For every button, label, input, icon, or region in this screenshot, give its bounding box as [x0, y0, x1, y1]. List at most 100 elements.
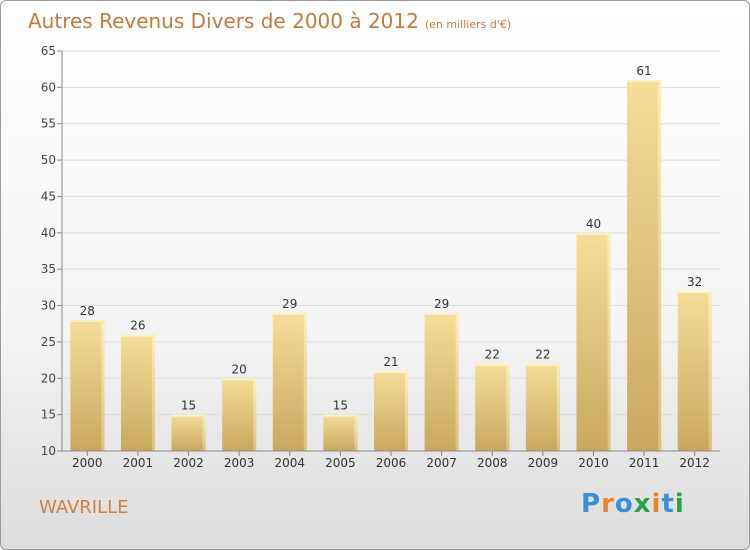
x-tick-label: 2011 [629, 456, 660, 470]
logo-letter: P [581, 489, 602, 519]
bar [424, 312, 459, 451]
x-tick-label: 2008 [477, 456, 508, 470]
bar [627, 80, 662, 451]
bar-value-label: 15 [333, 399, 348, 413]
y-tick-label: 10 [41, 444, 56, 458]
bar-side [303, 312, 307, 451]
bar-value-label: 29 [434, 297, 449, 311]
bar-2004 [272, 312, 307, 451]
bar-value-label: 20 [232, 362, 247, 376]
x-tick-label: 2004 [274, 456, 305, 470]
y-tick-label: 20 [41, 371, 56, 385]
chart-title-text: Autres Revenus Divers de 2000 à 2012 [28, 9, 419, 33]
bar-side [202, 414, 206, 451]
bar [576, 232, 611, 451]
y-tick-label: 25 [41, 335, 56, 349]
x-tick-label: 2012 [679, 456, 710, 470]
bar-2007 [424, 312, 459, 451]
x-tick-label: 2003 [224, 456, 255, 470]
chart-title: Autres Revenus Divers de 2000 à 2012 (en … [28, 9, 511, 33]
bar-value-label: 61 [636, 64, 651, 78]
bar [374, 371, 408, 451]
y-tick-label: 55 [41, 117, 56, 131]
bar-side [708, 291, 712, 451]
y-tick-label: 15 [41, 408, 56, 422]
bar-side [253, 378, 257, 451]
bar-value-label: 32 [687, 275, 702, 289]
bar-value-label: 22 [485, 348, 500, 362]
bar-top-highlight [120, 334, 155, 337]
bar [323, 414, 358, 451]
logo-letter: x [633, 489, 652, 519]
bar-top-highlight [323, 414, 358, 417]
bar-side [151, 334, 155, 451]
bar-value-label: 22 [535, 348, 550, 362]
bar-top-highlight [171, 414, 206, 417]
logo-letter: i [674, 489, 685, 519]
bar-value-label: 29 [282, 297, 297, 311]
bar-value-label: 21 [383, 355, 398, 369]
bar-value-label: 15 [181, 399, 196, 413]
bar-top-highlight [272, 312, 307, 315]
bar-side [607, 232, 611, 451]
bar-side [455, 312, 459, 451]
bar-top-highlight [70, 320, 105, 323]
bar-side [658, 80, 662, 451]
bar-2000 [70, 320, 105, 451]
bar-side [556, 363, 560, 451]
bar-2001 [120, 334, 155, 451]
bar-side [405, 371, 408, 451]
bar [120, 334, 155, 451]
bar [222, 378, 257, 451]
bar-2012 [677, 291, 712, 451]
bar-top-highlight [374, 371, 408, 373]
logo-letter: o [614, 489, 634, 519]
x-tick-label: 2009 [528, 456, 559, 470]
bar-2008 [475, 363, 510, 451]
x-tick-label: 2000 [72, 456, 103, 470]
bar [70, 320, 105, 451]
bar-value-label: 28 [80, 304, 95, 318]
bar-2009 [525, 363, 560, 451]
y-tick-label: 45 [41, 189, 56, 203]
bar [475, 363, 510, 451]
bar [171, 414, 206, 451]
bar-top-highlight [222, 378, 257, 381]
logo-letter: i [651, 489, 662, 519]
x-tick-label: 2005 [325, 456, 356, 470]
bar-top-highlight [424, 312, 459, 315]
y-tick-label: 65 [41, 44, 56, 58]
x-tick-label: 2006 [376, 456, 407, 470]
bar-top-highlight [525, 363, 560, 366]
bar-value-label: 26 [130, 319, 145, 333]
x-tick-label: 2002 [173, 456, 204, 470]
y-tick-label: 40 [41, 226, 56, 240]
y-tick-label: 60 [41, 80, 56, 94]
bar-2002 [171, 414, 206, 451]
bar [677, 291, 712, 451]
bar-top-highlight [627, 80, 662, 83]
chart-unit: (en milliers d'€) [424, 18, 512, 31]
bar-2011 [627, 80, 662, 451]
y-tick-label: 35 [41, 262, 56, 276]
bar-top-highlight [576, 232, 611, 235]
proxiti-logo: Proxiti [581, 489, 685, 519]
bar-side [354, 414, 358, 451]
bar [525, 363, 560, 451]
city-name: WAVRILLE [39, 497, 129, 518]
y-tick-label: 30 [41, 299, 56, 313]
bar-side [506, 363, 510, 451]
bar-2005 [323, 414, 358, 451]
logo-letter: t [661, 489, 675, 519]
bar-top-highlight [677, 291, 712, 293]
bar-2003 [222, 378, 257, 451]
bar [272, 312, 307, 451]
bar-2010 [576, 232, 611, 451]
bar-top-highlight [475, 363, 510, 366]
bar-side [101, 320, 105, 451]
x-tick-label: 2001 [123, 456, 154, 470]
bar-value-label: 40 [586, 217, 601, 231]
x-tick-label: 2010 [578, 456, 609, 470]
